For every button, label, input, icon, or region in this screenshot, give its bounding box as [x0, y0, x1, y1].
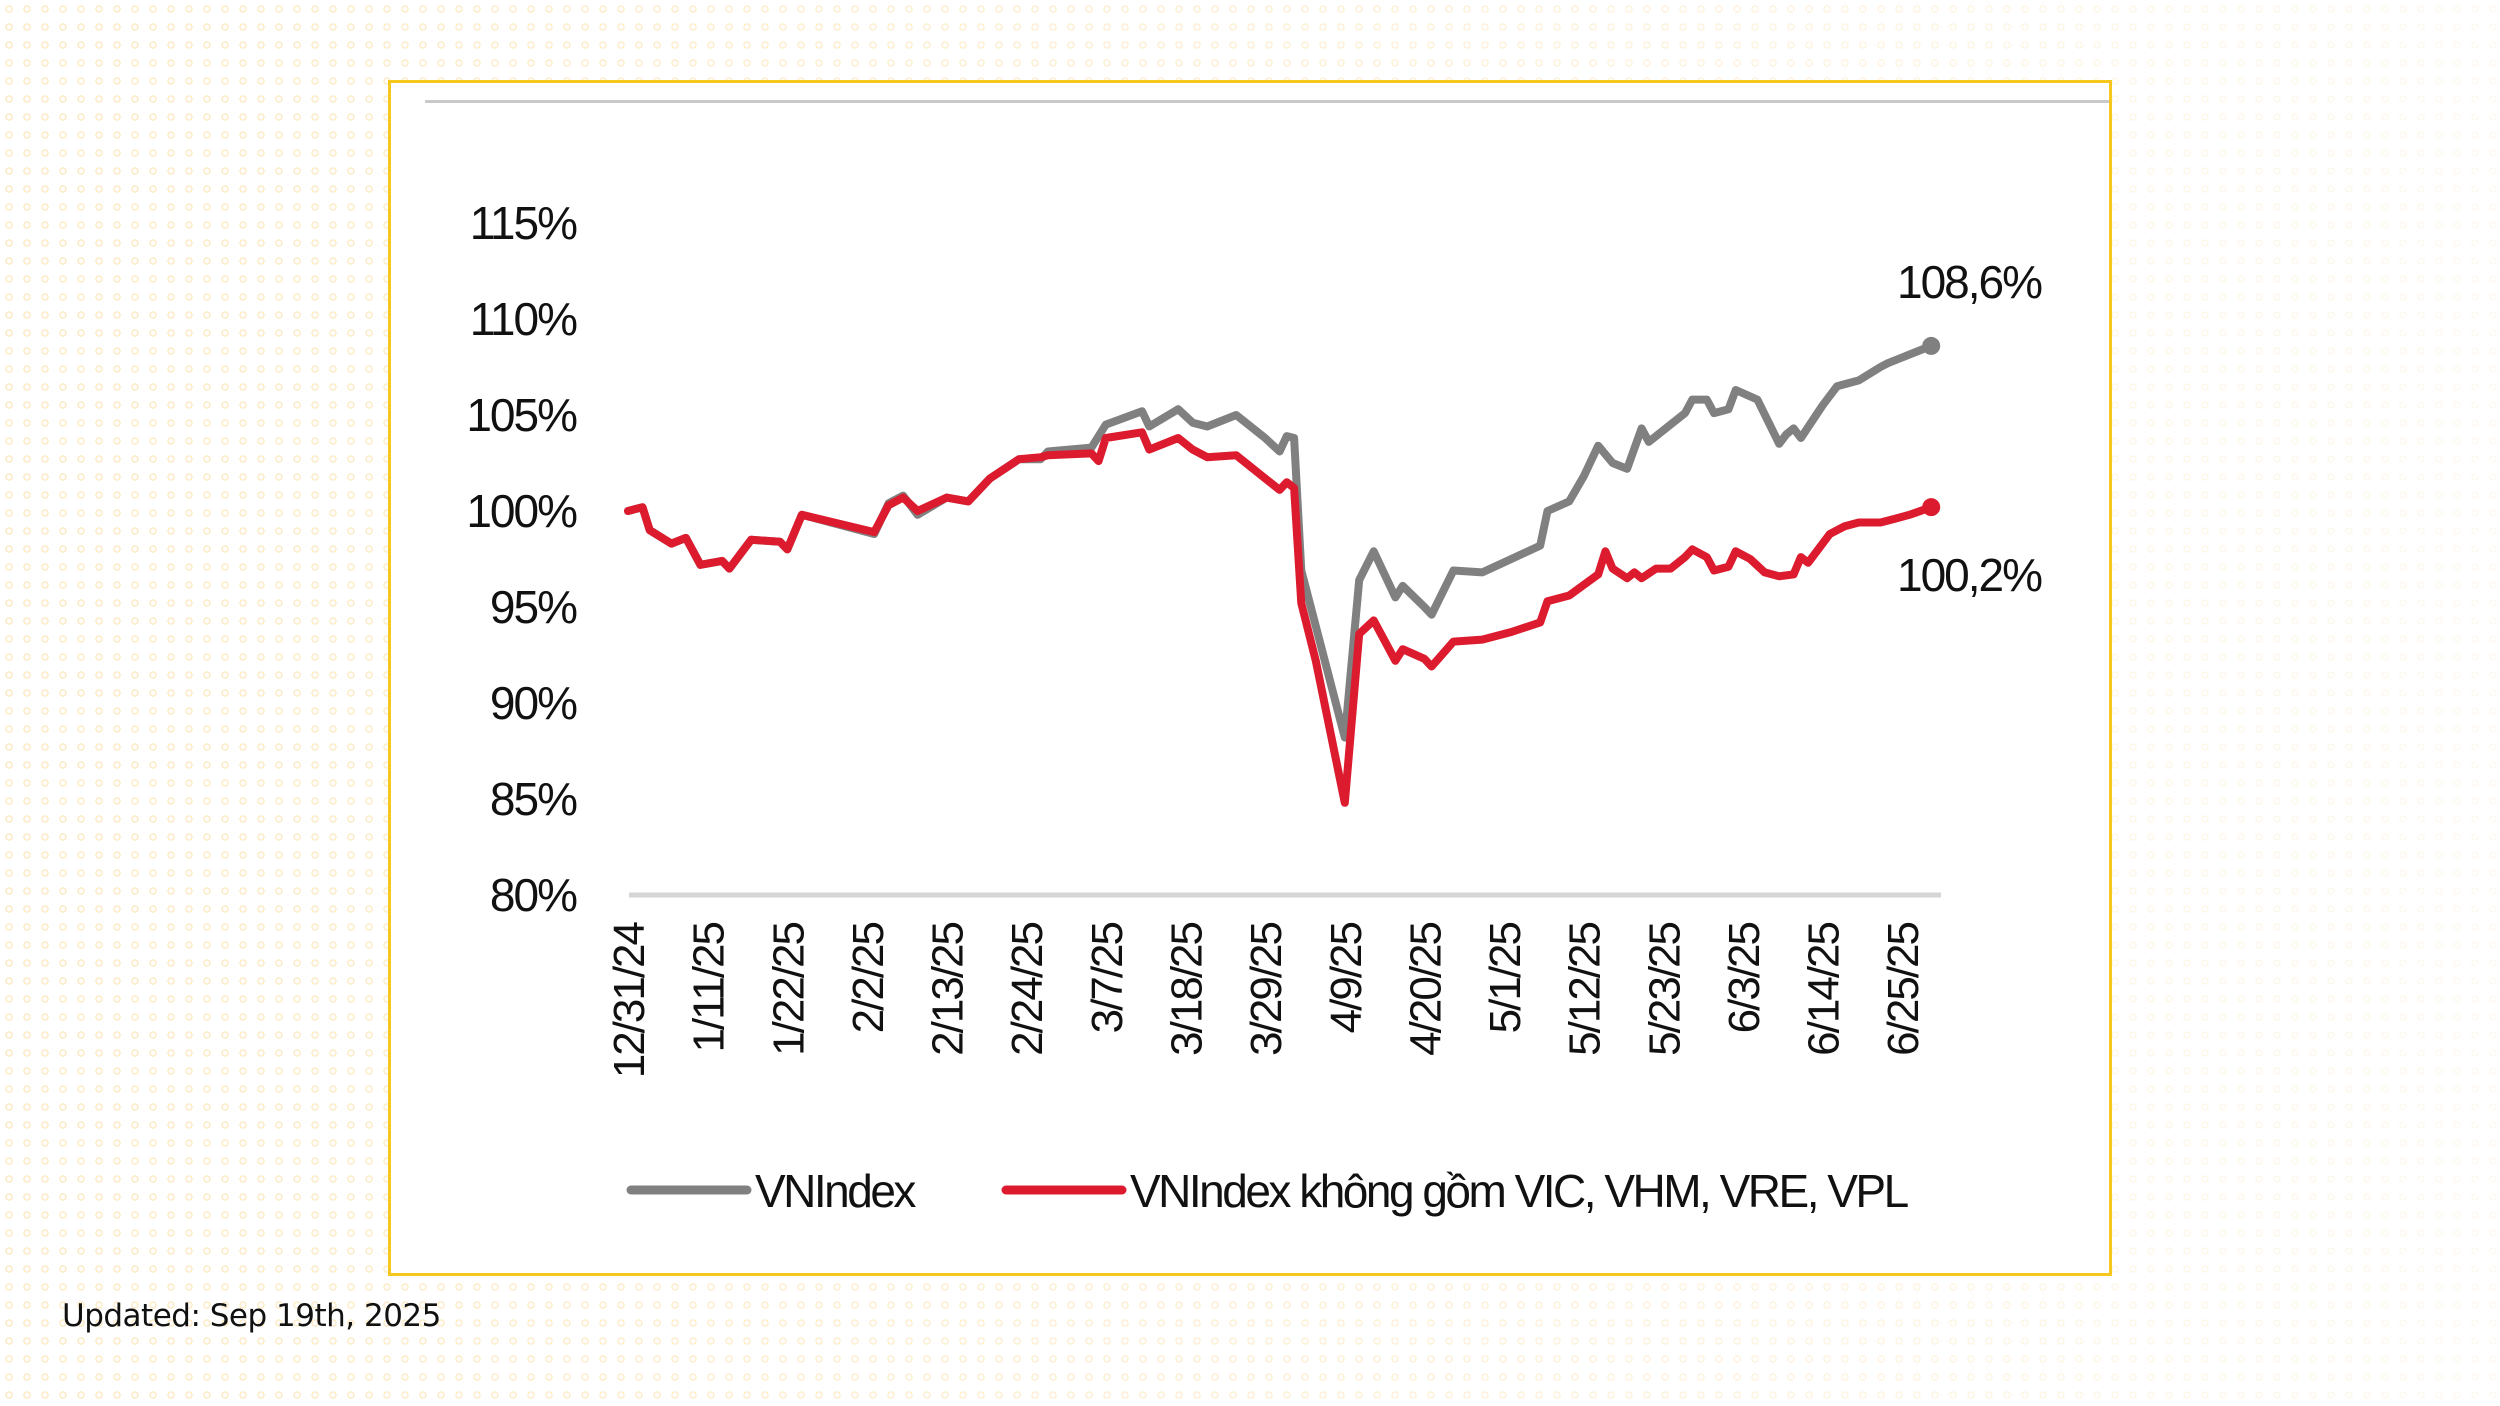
x-tick-label: 4/9/25: [1322, 922, 1371, 1033]
series-line-vnindex-ex-vingroup: [624, 428, 1936, 807]
y-tick-label: 100%: [466, 485, 577, 537]
y-tick-label: 95%: [490, 581, 577, 633]
series-line-vnindex: [624, 341, 1936, 742]
legend: VNIndex VNIndex không gồm VIC, VHM, VRE, …: [626, 1165, 1911, 1217]
x-tick-label: 1/11/25: [685, 922, 734, 1052]
end-label-vnindex-ex-vingroup: 100,2%: [1897, 549, 2042, 601]
x-tick-label: 6/14/25: [1800, 922, 1849, 1055]
x-tick-label: 12/31/24: [605, 921, 654, 1078]
y-tick-label: 105%: [466, 389, 577, 441]
line-chart: 80% 85% 90% 95% 100% 105% 110% 115% 12/31/24 1/1…: [466, 197, 2044, 1217]
x-tick-label: 6/3/25: [1720, 922, 1769, 1033]
y-tick-label: 110%: [470, 293, 577, 345]
y-tick-label: 115%: [470, 197, 577, 249]
x-tick-label: 3/18/25: [1162, 922, 1211, 1055]
x-tick-label: 5/1/25: [1481, 922, 1530, 1033]
end-labels: 108,6% 100,2%: [1897, 256, 2044, 601]
x-tick-label: 4/20/25: [1401, 922, 1450, 1055]
x-tick-label: 6/25/25: [1879, 922, 1928, 1055]
legend-label: VNIndex: [755, 1165, 916, 1217]
x-tick-label: 1/22/25: [764, 922, 813, 1055]
y-axis: 80% 85% 90% 95% 100% 105% 110% 115%: [466, 197, 579, 921]
updated-timestamp: Updated: Sep 19th, 2025: [62, 1298, 441, 1334]
y-tick-label: 80%: [490, 869, 577, 921]
x-tick-label: 2/24/25: [1003, 922, 1052, 1055]
legend-label: VNIndex không gồm VIC, VHM, VRE, VPL: [1130, 1165, 1909, 1217]
x-axis: 12/31/24 1/11/25 1/22/25 2/2/25 2/13/25 2/24/…: [605, 921, 1928, 1078]
x-tick-label: 5/12/25: [1561, 922, 1610, 1055]
x-tick-label: 2/2/25: [844, 922, 893, 1033]
x-tick-label: 3/29/25: [1242, 922, 1291, 1055]
y-tick-label: 90%: [490, 677, 577, 729]
chart-frame: 80% 85% 90% 95% 100% 105% 110% 115% 12/31/24 1/1…: [388, 80, 2112, 1276]
y-tick-label: 85%: [490, 773, 577, 825]
x-tick-label: 5/23/25: [1640, 922, 1689, 1055]
end-point-vnindex: [1922, 336, 1941, 355]
series-group: [624, 336, 1941, 807]
top-rule-divider: [425, 100, 2109, 103]
x-tick-label: 3/7/25: [1083, 922, 1132, 1033]
end-point-vnindex-ex-vingroup: [1922, 498, 1941, 517]
end-label-vnindex: 108,6%: [1897, 256, 2042, 308]
x-tick-label: 2/13/25: [924, 922, 973, 1055]
